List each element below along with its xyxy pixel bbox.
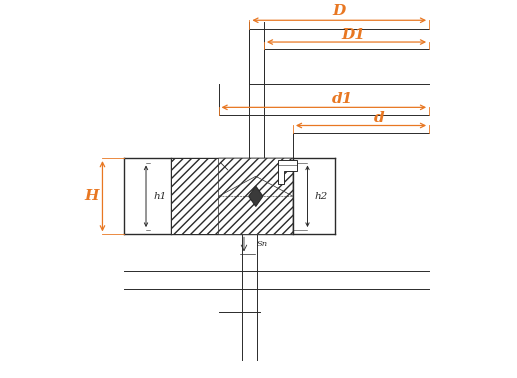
Polygon shape (172, 158, 219, 234)
Polygon shape (219, 158, 293, 216)
Polygon shape (249, 186, 263, 206)
Text: h2: h2 (315, 192, 328, 201)
Text: h1: h1 (153, 192, 166, 201)
Text: D: D (332, 4, 346, 18)
Text: d1: d1 (331, 92, 353, 106)
Text: S1: S1 (235, 162, 246, 170)
Text: d: d (374, 111, 385, 125)
Text: Sn: Sn (256, 240, 268, 248)
Polygon shape (279, 160, 297, 184)
Polygon shape (219, 176, 293, 234)
Text: D1: D1 (342, 28, 366, 42)
Text: H: H (84, 189, 99, 203)
